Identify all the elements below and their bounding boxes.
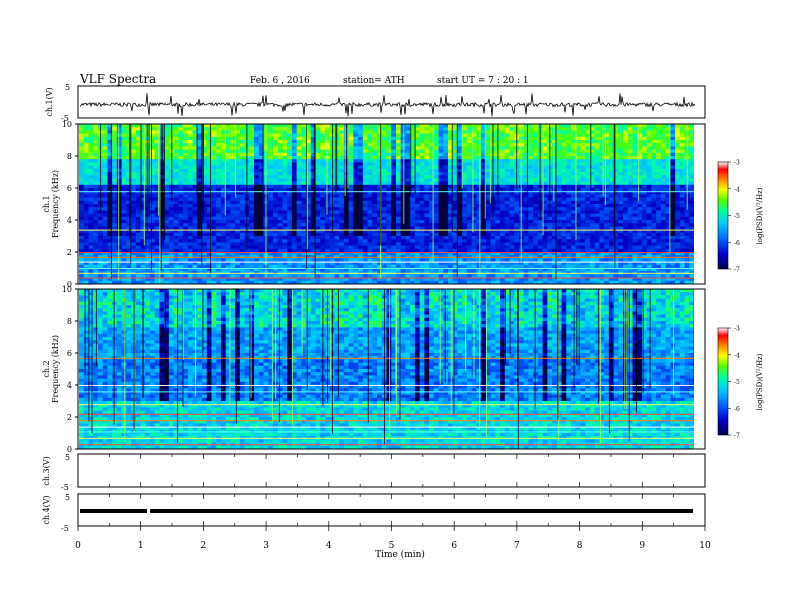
ch1-voltage-ylabel: ch.1(V) bbox=[45, 87, 54, 116]
ch1-spectrogram-image bbox=[79, 124, 705, 285]
station-label: station= ATH bbox=[343, 76, 405, 86]
ch1-colorbar-label: log(PSD)(V²/Hz) bbox=[756, 187, 764, 244]
spectrogram-ytick-label: 6 bbox=[67, 349, 72, 358]
spectrogram-ytick-label: 0 bbox=[67, 445, 72, 454]
ch3-voltage-panel: 5 -5 ch.3(V) bbox=[42, 453, 706, 492]
ch2-spectrogram-channel-label: ch.2 bbox=[42, 360, 51, 377]
colorbar-tick-label: -6 bbox=[734, 406, 740, 413]
spectrogram-ytick-label: 10 bbox=[62, 120, 72, 129]
ch2-spectrogram-image bbox=[79, 289, 705, 450]
spectrogram-ytick-label: 6 bbox=[67, 184, 72, 193]
time-tick-label: 4 bbox=[326, 541, 332, 551]
ch3-ytick-bottom: -5 bbox=[61, 483, 69, 492]
ch1-spectrogram-ylabel: Frequency (kHz) bbox=[51, 170, 60, 238]
ch2-spectrogram-yticks: 0 2 4 6 8 10 bbox=[62, 285, 78, 454]
time-tick-label: 9 bbox=[639, 541, 645, 551]
time-axis-label: Time (min) bbox=[375, 549, 425, 560]
time-tick-label: 8 bbox=[577, 541, 583, 551]
date-label: Feb. 6 , 2016 bbox=[250, 76, 310, 86]
spectrogram-ytick-label: 4 bbox=[67, 381, 72, 390]
colorbar-tick-label: -3 bbox=[734, 160, 740, 167]
colorbar-tick-label: -7 bbox=[734, 433, 740, 440]
ch4-voltage-trace bbox=[80, 509, 693, 513]
ch1-ytick-bottom: -5 bbox=[61, 114, 69, 123]
time-tick-label: 6 bbox=[451, 541, 457, 551]
ch4-voltage-panel: 5 -5 ch.4(V) bbox=[42, 493, 706, 533]
spectrogram-ytick-label: 0 bbox=[67, 280, 72, 289]
colorbar-tick-label: -5 bbox=[734, 379, 740, 386]
ch1-spectrogram-panel: 0 2 4 6 8 10 ch.1 Frequency (kHz) bbox=[42, 120, 706, 289]
ch1-spectrogram-yticks: 0 2 4 6 8 10 bbox=[62, 120, 78, 289]
colorbar-tick-label: -7 bbox=[734, 267, 740, 274]
time-tick-label: 7 bbox=[514, 541, 520, 551]
ch1-colorbar-gradient bbox=[717, 161, 729, 270]
time-tick-label: 0 bbox=[75, 541, 81, 551]
ch1-ytick-top: 5 bbox=[65, 83, 70, 92]
ch3-ytick-top: 5 bbox=[65, 453, 70, 462]
time-axis: 0 1 2 3 4 5 6 7 8 9 10 bbox=[75, 526, 711, 551]
ch1-voltage-trace bbox=[79, 93, 696, 117]
ch2-colorbar-gradient bbox=[717, 327, 729, 436]
ch2-colorbar-label: log(PSD)(V²/Hz) bbox=[756, 353, 764, 410]
spectrogram-ytick-label: 2 bbox=[67, 248, 72, 257]
figure-title: VLF Spectra bbox=[79, 72, 156, 86]
ch1-voltage-frame bbox=[77, 85, 706, 119]
time-tick-label: 2 bbox=[201, 541, 207, 551]
colorbar-tick-label: -6 bbox=[734, 240, 740, 247]
ch2-spectrogram-ylabel: Frequency (kHz) bbox=[51, 335, 60, 403]
spectrogram-ytick-label: 2 bbox=[67, 413, 72, 422]
ch1-spectrogram-frame bbox=[77, 123, 706, 285]
colorbar-tick-label: -3 bbox=[734, 326, 740, 333]
ch1-spectrogram-channel-label: ch.1 bbox=[42, 195, 51, 212]
time-tick-label: 3 bbox=[263, 541, 269, 551]
spectrogram-ytick-label: 4 bbox=[67, 216, 72, 225]
time-tick-label: 5 bbox=[389, 541, 395, 551]
ch2-colorbar: -3 -4 -5 -6 -7 log(PSD)(V²/Hz) bbox=[717, 326, 764, 440]
spectrogram-ytick-label: 8 bbox=[67, 152, 72, 161]
ch4-ytick-bottom: -5 bbox=[61, 524, 69, 533]
colorbar-tick-label: -4 bbox=[734, 186, 740, 193]
ch3-voltage-ylabel: ch.3(V) bbox=[42, 456, 51, 485]
colorbar-tick-label: -5 bbox=[734, 213, 740, 220]
ch2-spectrogram-panel: 0 2 4 6 8 10 ch.2 Frequency (kHz) bbox=[42, 285, 706, 454]
ch4-voltage-ylabel: ch.4(V) bbox=[42, 495, 51, 524]
ch1-colorbar: -3 -4 -5 -6 -7 log(PSD)(V²/Hz) bbox=[717, 160, 764, 274]
spectrogram-ytick-label: 8 bbox=[67, 317, 72, 326]
start-time-label: start UT = 7 : 20 : 1 bbox=[437, 76, 529, 86]
time-tick-label: 1 bbox=[138, 541, 144, 551]
colorbar-tick-label: -4 bbox=[734, 352, 740, 359]
time-tick-label: 10 bbox=[699, 541, 711, 551]
ch1-voltage-panel: 5 -5 ch.1(V) bbox=[45, 83, 706, 123]
spectrogram-ytick-label: 10 bbox=[62, 285, 72, 294]
ch2-spectrogram-frame bbox=[77, 288, 706, 450]
ch4-voltage-gap bbox=[147, 509, 150, 513]
ch4-ytick-top: 5 bbox=[65, 493, 70, 502]
